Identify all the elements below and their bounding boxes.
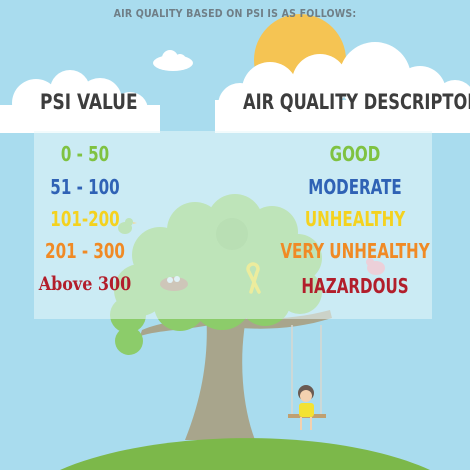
cloud-right-icon — [215, 42, 470, 133]
cloud-left-icon — [0, 70, 160, 133]
descriptor-moderate: MODERATE — [308, 175, 402, 199]
small-cloud-icon — [153, 50, 193, 71]
child-icon — [298, 385, 314, 430]
psi-range-unhealthy: 101-200 — [50, 207, 120, 231]
psi-range-moderate: 51 - 100 — [50, 175, 120, 199]
descriptor-hazardous: HAZARDOUS — [301, 274, 409, 298]
psi-value-header: PSI VALUE — [40, 90, 138, 114]
air-quality-descriptor-header: AIR QUALITY DESCRIPTOR — [243, 90, 470, 114]
grass-hill — [60, 438, 430, 470]
psi-range-good: 0 - 50 — [60, 142, 110, 166]
psi-table-panel — [34, 131, 432, 319]
psi-range-very-unhealthy: 201 - 300 — [45, 239, 125, 263]
descriptor-good: GOOD — [329, 142, 381, 166]
tree-trunk — [185, 300, 255, 440]
descriptor-very-unhealthy: VERY UNHEALTHY — [280, 239, 430, 263]
page-title: AIR QUALITY BASED ON PSI IS AS FOLLOWS: — [113, 8, 357, 20]
psi-range-hazardous: Above 300 — [38, 273, 132, 295]
descriptor-unhealthy: UNHEALTHY — [304, 207, 406, 231]
